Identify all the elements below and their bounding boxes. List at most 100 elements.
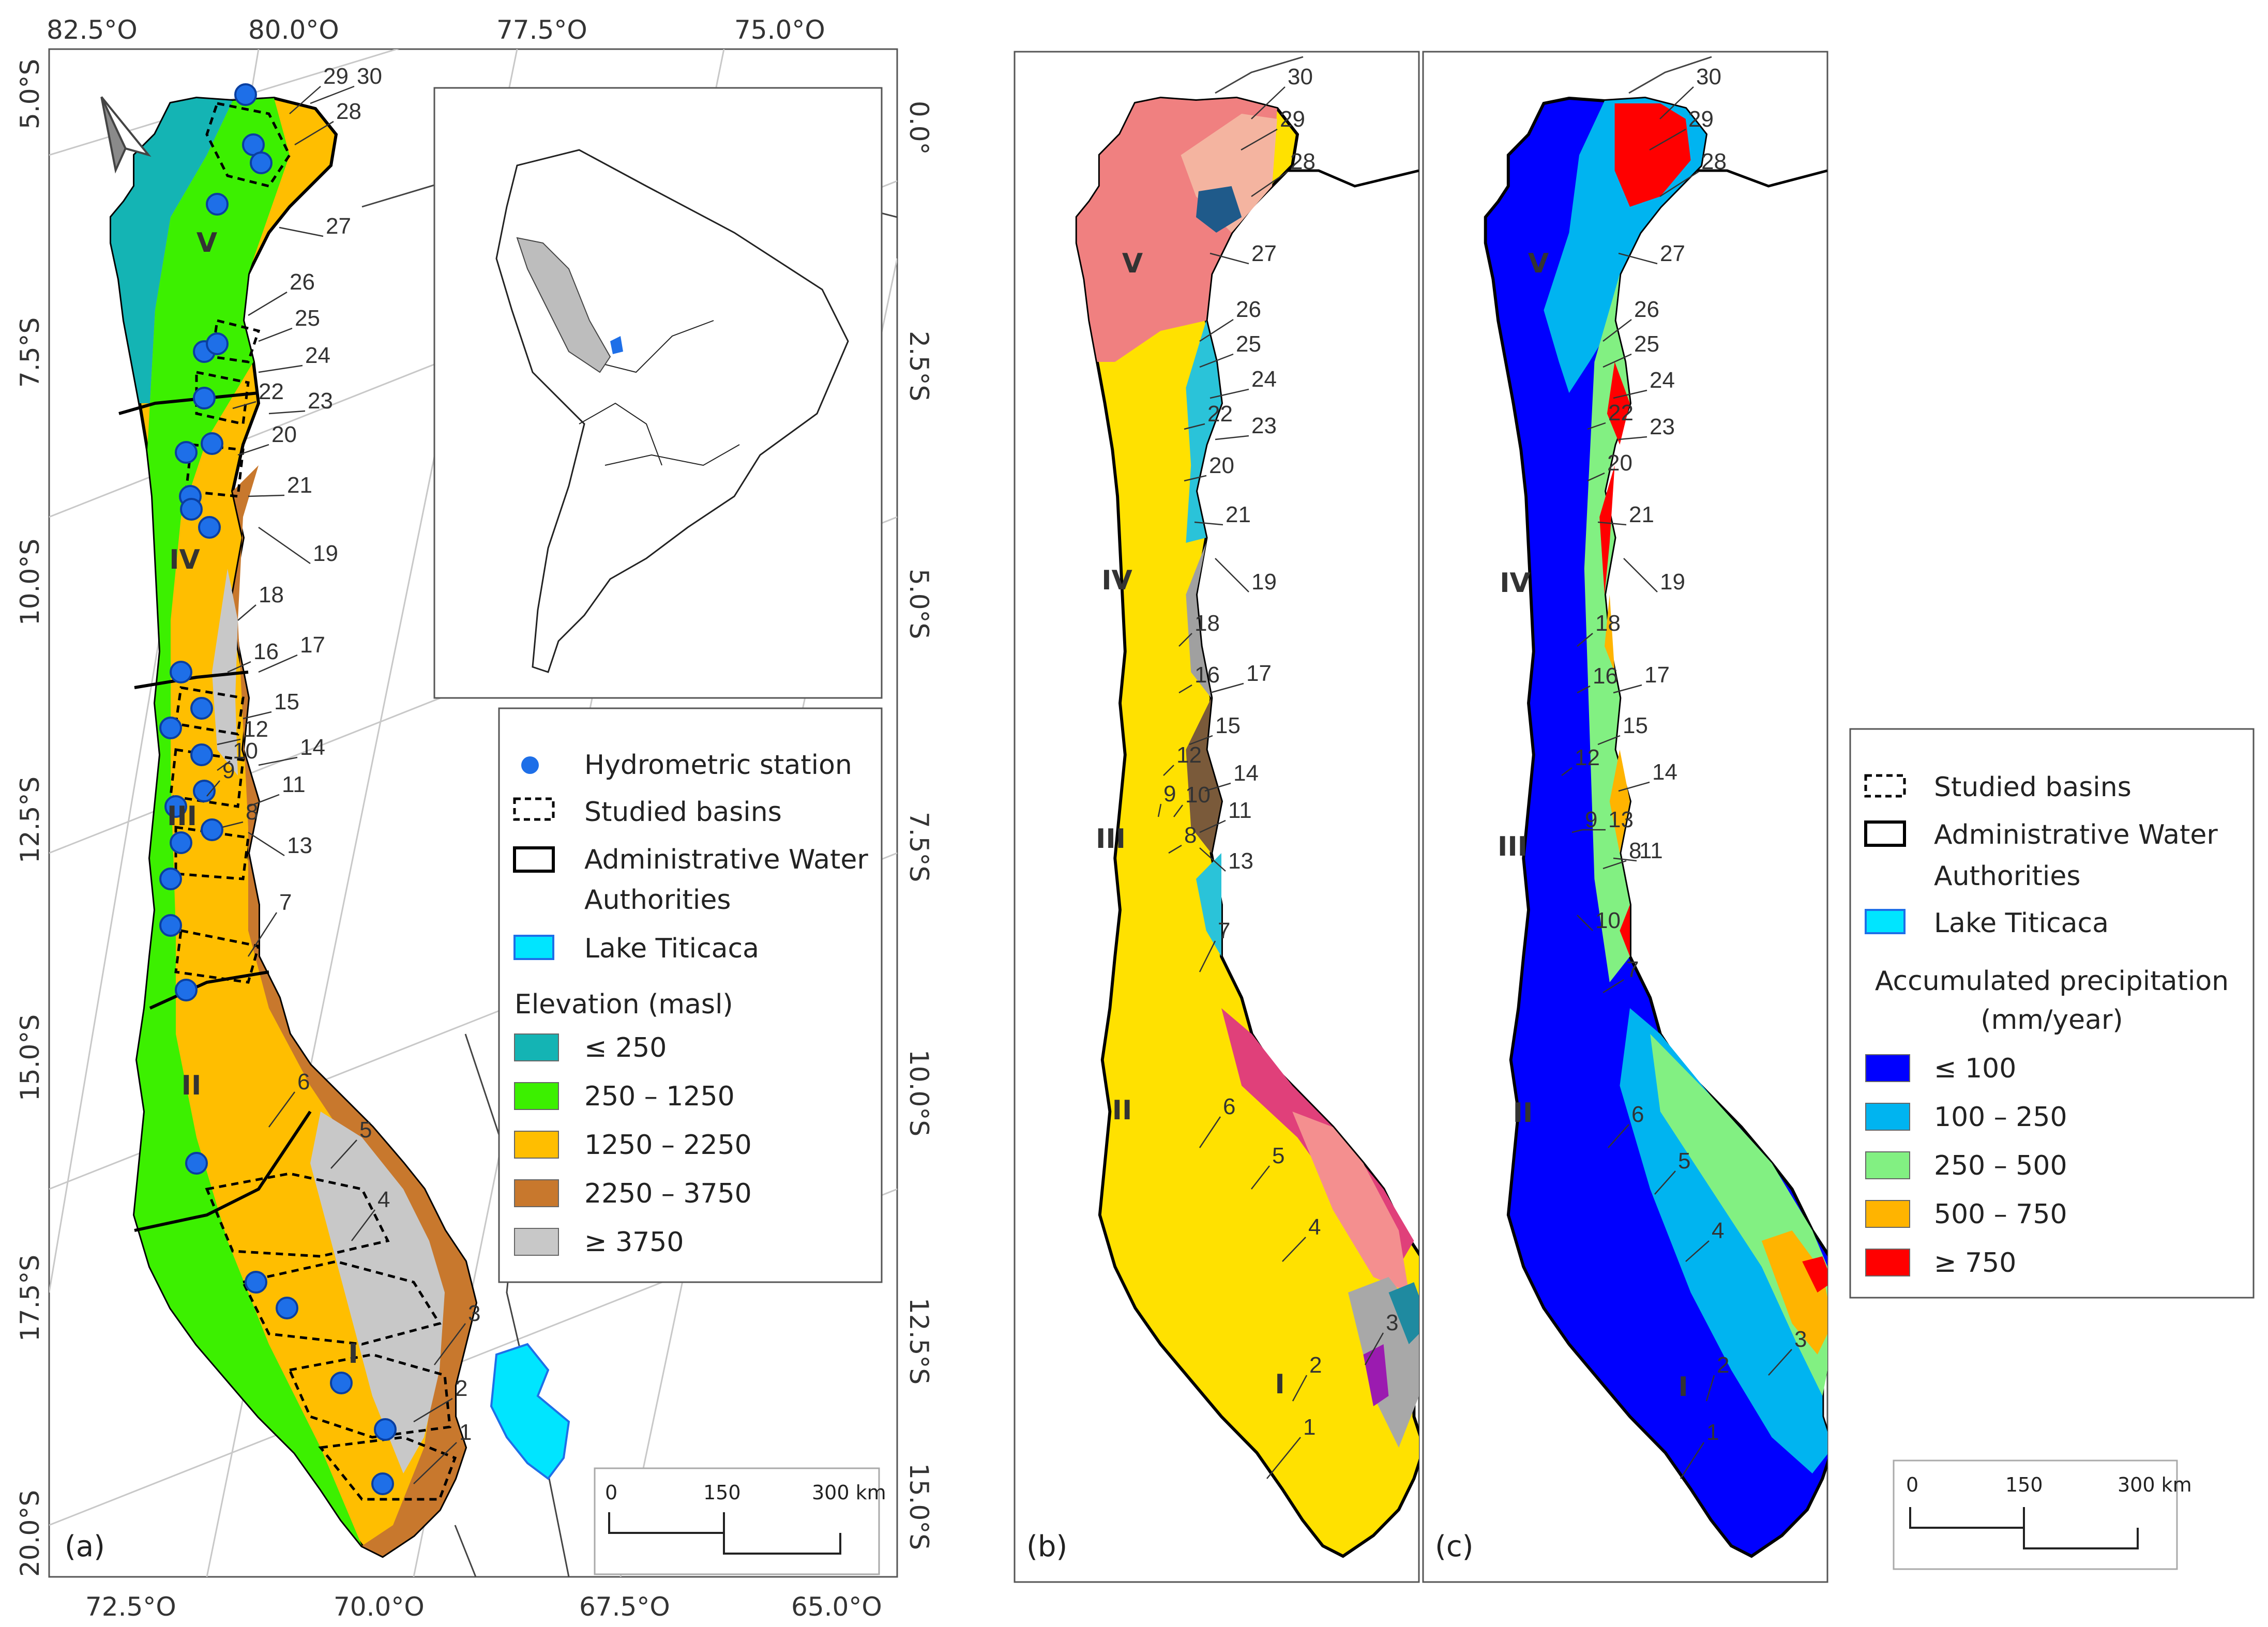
- authority-boundaries: [118, 391, 312, 1232]
- leader-19-p0: [258, 526, 311, 565]
- svg-text:65.0°O: 65.0°O: [791, 1592, 882, 1622]
- basin-21-p1: 21: [1226, 502, 1251, 527]
- basin-3-p2: 3: [1794, 1327, 1807, 1352]
- basin-2-p1: 2: [1309, 1352, 1322, 1378]
- basin-6-p1: 6: [1223, 1094, 1235, 1119]
- basin-8-p2: 8: [1629, 838, 1641, 863]
- svg-text:150: 150: [703, 1481, 741, 1504]
- leader-1-p0: [413, 1442, 457, 1484]
- panel-a-legend: Hydrometric station Studied basins Admin…: [498, 707, 883, 1283]
- legend-elev-title: Elevation (masl): [515, 989, 733, 1020]
- basin-23-p0: 23: [308, 388, 333, 414]
- basin-17-p2: 17: [1644, 662, 1670, 688]
- basin-21-p2: 21: [1629, 502, 1654, 527]
- basin-18-p2: 18: [1595, 611, 1621, 636]
- basin-19-p0: 19: [313, 541, 338, 566]
- elev-swatch-2: [514, 1131, 559, 1159]
- region-III-p1: III: [1096, 824, 1126, 855]
- elev-class-1: 250 – 1250: [584, 1081, 735, 1112]
- panel-c-map: [1422, 51, 1828, 1583]
- leader-5-p0: [330, 1139, 357, 1169]
- svg-text:15.0°S: 15.0°S: [904, 1463, 934, 1550]
- basin-14-p0: 14: [300, 735, 325, 760]
- leader-28-p1: [1251, 171, 1288, 197]
- leader-22-p2: [1587, 422, 1606, 430]
- basin-3-p0: 3: [468, 1301, 480, 1326]
- svg-text:20.0°S: 20.0°S: [15, 1490, 45, 1577]
- basin-22-p2: 22: [1608, 400, 1634, 425]
- legend-c-authorities-2: Authorities: [1934, 861, 2080, 892]
- leader-21-p2: [1597, 521, 1627, 526]
- panel-a-label: (a): [65, 1530, 105, 1563]
- basin-11-p0: 11: [282, 772, 306, 797]
- basin-13-p1: 13: [1228, 848, 1253, 874]
- leader-21-p1: [1194, 521, 1223, 526]
- basin-19-p1: 19: [1251, 569, 1277, 595]
- panel-c-legend: Studied basins Administrative Water Auth…: [1849, 728, 2255, 1299]
- basin-2-p0: 2: [455, 1376, 467, 1401]
- legend-c-authorities-1: Administrative Water: [1934, 819, 2218, 850]
- leader-11-p1: [1199, 819, 1226, 833]
- leader-26-p2: [1602, 319, 1632, 342]
- leader-16-p1: [1178, 684, 1192, 694]
- leader-29-p2: [1649, 128, 1686, 151]
- leader-20-p1: [1184, 475, 1207, 482]
- basin-29-p0: 29: [323, 64, 349, 89]
- leader-5-p1: [1251, 1165, 1270, 1190]
- leader-28-p0: [294, 120, 334, 146]
- leader-11-p0: [248, 794, 280, 808]
- leader-22-p0: [232, 401, 256, 409]
- basin-6-p0: 6: [297, 1069, 310, 1094]
- basin-27-p2: 27: [1660, 241, 1685, 266]
- basin-25-p1: 25: [1236, 331, 1261, 357]
- legend-authorities-2: Authorities: [584, 885, 731, 916]
- leader-8-p0: [222, 821, 244, 828]
- leader-12-p2: [1561, 767, 1573, 776]
- legend-c-precip-title-2: (mm/year): [1980, 1005, 2123, 1036]
- leader-16-p2: [1577, 685, 1591, 694]
- basin-21-p0: 21: [287, 473, 312, 498]
- svg-text:77.5°O: 77.5°O: [496, 15, 587, 45]
- leader-19-p1: [1215, 558, 1249, 592]
- basin-29-p2: 29: [1688, 107, 1714, 132]
- basin-13-p2: 13: [1608, 807, 1634, 832]
- legend-c-studied: Studied basins: [1934, 772, 2131, 803]
- basin-10-p2: 10: [1595, 908, 1621, 933]
- basin-1-p0: 1: [459, 1420, 472, 1445]
- svg-text:80.0°O: 80.0°O: [248, 15, 339, 45]
- region-II-p1: II: [1112, 1095, 1132, 1126]
- basin-5-p2: 5: [1678, 1148, 1690, 1174]
- basin-27-p0: 27: [326, 214, 351, 239]
- basin-28-p1: 28: [1290, 149, 1316, 174]
- leader-9-p0: [206, 780, 220, 797]
- leader-21-p0: [248, 494, 285, 497]
- legend-titicaca: Lake Titicaca: [584, 933, 759, 964]
- elev-class-2: 1250 – 2250: [584, 1130, 752, 1161]
- panel-a-scale-bar: 0 150 300 km: [594, 1467, 886, 1575]
- basin-8-p1: 8: [1184, 823, 1197, 848]
- leader-3-p2: [1768, 1349, 1792, 1376]
- leader-29-p1: [1241, 128, 1278, 151]
- leader-26-p0: [248, 291, 288, 316]
- elev-class-4: ≥ 3750: [584, 1227, 684, 1258]
- svg-text:10.0°S: 10.0°S: [904, 1050, 934, 1136]
- leader-23-p2: [1618, 436, 1647, 440]
- leader-7-p0: [247, 912, 278, 957]
- panel-b-map: [1014, 51, 1420, 1583]
- basin-4-p0: 4: [377, 1187, 390, 1212]
- leader-14-p2: [1618, 781, 1650, 792]
- basin-15-p1: 15: [1215, 713, 1241, 738]
- region-IV-p2: IV: [1500, 568, 1531, 599]
- basin-7-p1: 7: [1218, 918, 1230, 944]
- leader-25-p1: [1199, 353, 1234, 368]
- leader-29-p0: [289, 86, 321, 114]
- lake-titicaca: [490, 1343, 570, 1480]
- basin-9-p1: 9: [1163, 781, 1176, 807]
- basin-18-p1: 18: [1195, 611, 1220, 636]
- leader-8-p1: [1168, 844, 1182, 854]
- svg-text:72.5°O: 72.5°O: [85, 1592, 176, 1622]
- basin-17-p0: 17: [300, 632, 325, 658]
- south-america-inset: [433, 87, 883, 699]
- basin-26-p2: 26: [1634, 297, 1659, 322]
